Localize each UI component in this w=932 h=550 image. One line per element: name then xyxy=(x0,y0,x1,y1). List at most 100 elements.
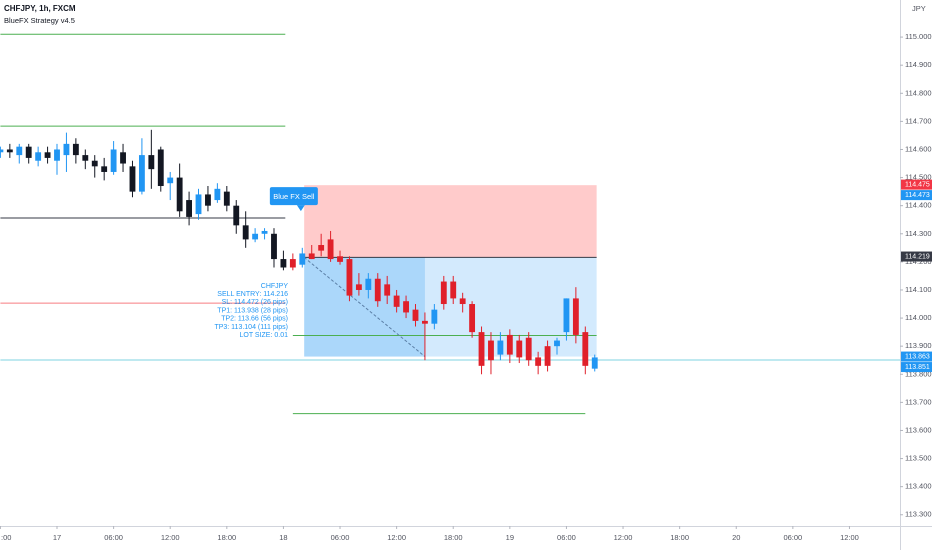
x-tick-label: 17 xyxy=(53,533,61,542)
candle-body xyxy=(261,230,268,234)
info-line: SELL ENTRY: 114.216 xyxy=(217,291,288,298)
info-line: TP2: 113.66 (56 pips) xyxy=(221,316,288,323)
x-tick-label: 12:00 xyxy=(387,533,406,542)
candle-body xyxy=(422,320,428,324)
indicator-name: BlueFX Strategy v4.5 xyxy=(4,16,75,25)
candle-body xyxy=(242,225,249,240)
candle-body xyxy=(544,346,551,366)
x-tick-label: 18:00 xyxy=(670,533,689,542)
candle-body xyxy=(148,155,155,170)
candle-body xyxy=(129,166,136,192)
candle-body xyxy=(355,284,362,290)
candle-body xyxy=(280,259,287,268)
candle-body xyxy=(346,259,353,296)
price-badge-label: 114.473 xyxy=(905,192,930,199)
candle-body xyxy=(299,253,306,265)
candle-body xyxy=(54,149,60,161)
candle-body xyxy=(214,188,221,201)
y-tick-label: 114.600 xyxy=(905,144,932,153)
candle-body xyxy=(572,298,579,335)
price-badge xyxy=(901,179,932,190)
info-line: SL: 114.472 (26 pips) xyxy=(222,299,288,306)
x-tick-label: 12:00 xyxy=(614,533,633,542)
candle-body xyxy=(431,309,438,324)
candle-body xyxy=(16,146,23,156)
currency-label: JPY xyxy=(912,4,926,13)
candle-body xyxy=(6,149,13,153)
candle-body xyxy=(44,152,51,158)
candle-body xyxy=(101,166,108,172)
candle-body xyxy=(308,253,315,260)
price-badge-label: 114.475 xyxy=(905,181,930,188)
candle-body xyxy=(157,149,164,187)
candle-body xyxy=(488,340,494,361)
y-tick-label: 114.100 xyxy=(905,285,932,294)
candle-body xyxy=(412,309,419,321)
price-badge-label: 114.219 xyxy=(905,253,930,260)
x-tick-label: 18 xyxy=(279,533,287,542)
candle-body xyxy=(450,281,457,299)
x-tick-label: 18:00 xyxy=(444,533,463,542)
candle-body xyxy=(120,152,126,164)
y-tick-label: 114.300 xyxy=(905,229,932,238)
candle-body xyxy=(374,278,381,302)
candle-body xyxy=(25,146,32,158)
info-line: TP1: 113.938 (28 pips) xyxy=(217,307,288,314)
x-tick-label: 12:00 xyxy=(161,533,180,542)
candle-body xyxy=(384,284,391,296)
x-tick-label: 06:00 xyxy=(557,533,576,542)
chart-title: CHFJPY, 1h, FXCM xyxy=(4,4,76,13)
candle-body xyxy=(516,340,523,358)
y-tick-label: 113.700 xyxy=(905,397,932,406)
candle-body xyxy=(176,177,183,212)
candle-body xyxy=(186,200,193,217)
price-badge xyxy=(901,362,932,373)
candle-body xyxy=(582,332,589,366)
candle-body xyxy=(506,334,513,355)
candle-body xyxy=(195,194,202,215)
y-tick-label: 113.500 xyxy=(905,454,932,463)
y-tick-label: 115.000 xyxy=(905,32,932,41)
signal-label: Blue FX Sell xyxy=(273,192,315,201)
info-line: CHFJPY xyxy=(261,283,289,290)
candle-body xyxy=(167,177,174,184)
candle-body xyxy=(563,298,570,333)
price-badge xyxy=(901,351,932,362)
candle-body xyxy=(337,256,343,262)
candle-body xyxy=(497,340,504,355)
signal-pointer xyxy=(296,205,305,212)
x-tick-label: 19 xyxy=(506,533,514,542)
y-tick-label: 113.300 xyxy=(905,510,932,519)
y-tick-label: 114.700 xyxy=(905,116,932,125)
x-tick-label: 20 xyxy=(732,533,740,542)
y-tick-label: 114.800 xyxy=(905,88,932,97)
y-tick-label: 114.500 xyxy=(905,173,932,182)
candle-body xyxy=(205,194,211,206)
y-tick-label: 113.900 xyxy=(905,341,932,350)
price-badge-label: 113.851 xyxy=(905,364,930,371)
candle-body xyxy=(63,143,70,156)
price-badge xyxy=(901,190,932,201)
candle-body xyxy=(110,149,117,172)
candle-body xyxy=(591,357,598,369)
candle-body xyxy=(365,278,372,290)
candle-body xyxy=(554,340,560,347)
x-tick-label: 06:00 xyxy=(783,533,802,542)
candle-body xyxy=(289,259,296,268)
candle-body xyxy=(469,304,476,333)
candle-body xyxy=(138,155,145,192)
candle-body xyxy=(271,233,277,260)
x-tick-label: 12:00 xyxy=(840,533,859,542)
candle-body xyxy=(91,160,98,167)
y-tick-label: 113.600 xyxy=(905,425,932,434)
y-tick-label: 114.400 xyxy=(905,201,932,210)
y-tick-label: 114.000 xyxy=(905,313,932,322)
candle-body xyxy=(403,301,409,313)
candle-body xyxy=(223,191,230,206)
price-badge-label: 113.863 xyxy=(905,353,930,360)
candle-body xyxy=(459,298,466,305)
x-tick-label: 18:00 xyxy=(217,533,236,542)
